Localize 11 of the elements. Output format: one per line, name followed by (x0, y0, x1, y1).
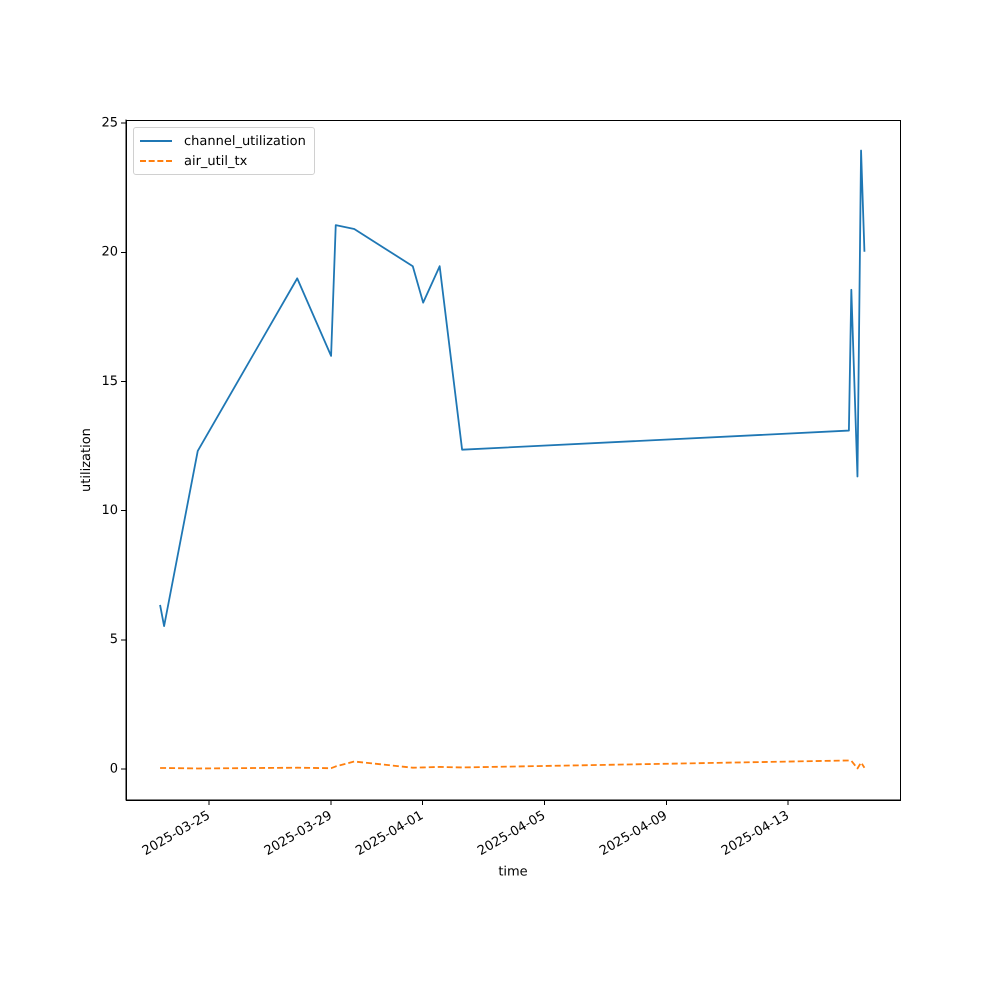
legend-label: air_util_tx (184, 154, 248, 168)
y-tick-label: 20 (101, 244, 118, 260)
line-series (159, 760, 866, 770)
y-tick-label: 10 (101, 503, 118, 518)
y-axis-title: utilization (79, 428, 94, 492)
x-axis-title: time (498, 864, 528, 880)
y-tick-label: 0 (110, 761, 118, 776)
y-tick-label: 15 (101, 374, 118, 389)
y-tick-label: 5 (110, 632, 118, 648)
legend-label: channel_utilization (184, 134, 306, 148)
y-tick-label: 25 (101, 115, 118, 130)
